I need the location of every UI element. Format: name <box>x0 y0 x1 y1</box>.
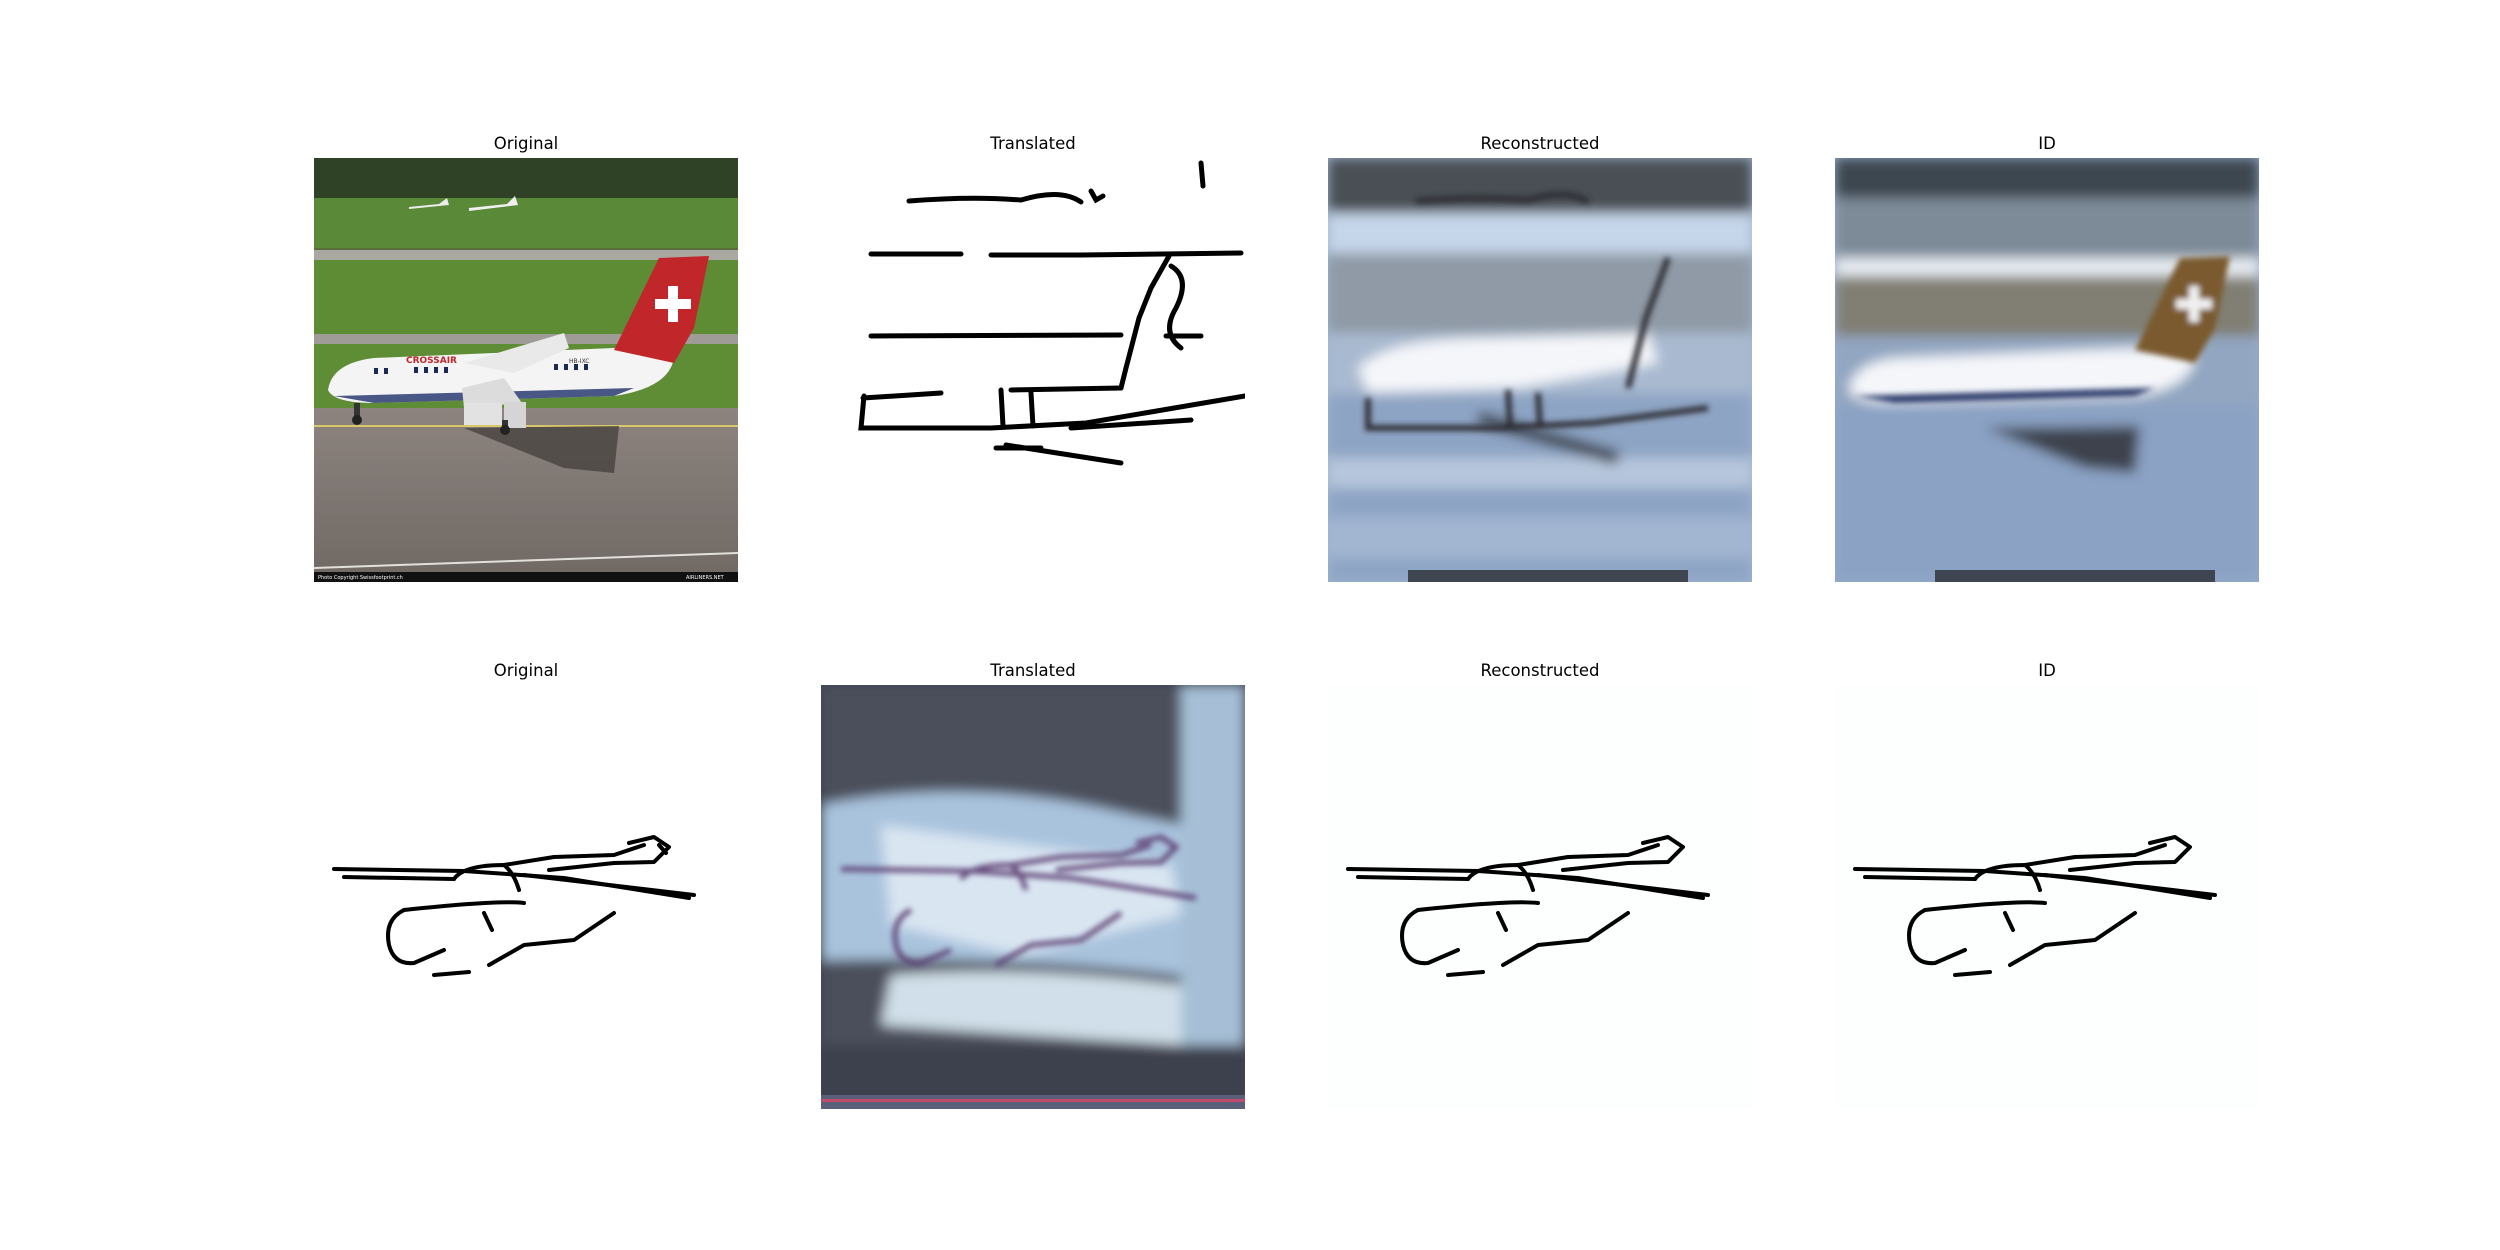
airline-livery-text: CROSSAIR <box>406 356 457 366</box>
reconstructed-sketch-image <box>1328 685 1752 1109</box>
translated-photo-image <box>821 685 1245 1109</box>
panel-title: Reconstructed <box>1480 134 1600 153</box>
registration-text: HB-IXC <box>569 358 589 365</box>
panel-title: Original <box>493 134 559 153</box>
panel-title: Original <box>493 661 559 680</box>
panel-title: Translated <box>990 134 1076 153</box>
airplane-sketch-image <box>314 685 738 1109</box>
airplane-photo-image: CROSSAIR HB-IXC Photo Copyright Swissfoo… <box>314 158 738 582</box>
panel-title: Reconstructed <box>1480 661 1600 680</box>
panel-title: Translated <box>990 661 1076 680</box>
photo-copyright-text: Photo Copyright Swissfootprint.ch <box>318 575 403 581</box>
id-photo-image <box>1835 158 2259 582</box>
panel-title: ID <box>2038 661 2056 680</box>
photo-site-text: AIRLINERS.NET <box>686 575 725 581</box>
translated-sketch-image <box>821 158 1245 582</box>
panel-title: ID <box>2038 134 2056 153</box>
id-sketch-image <box>1835 685 2259 1109</box>
reconstructed-photo-image <box>1328 158 1752 582</box>
